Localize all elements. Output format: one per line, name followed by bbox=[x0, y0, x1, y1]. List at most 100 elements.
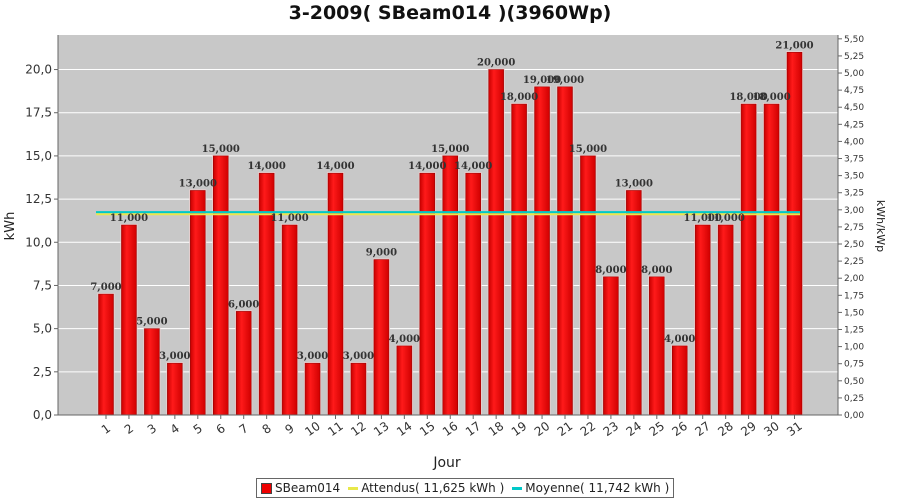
data-label: 15,000 bbox=[431, 144, 469, 155]
x-tick-label: 14 bbox=[394, 419, 415, 439]
x-tick-label: 22 bbox=[578, 419, 599, 439]
y-tick-label: 0,0 bbox=[33, 408, 52, 422]
x-tick-label: 2 bbox=[122, 421, 136, 437]
y-right-tick-label: 0,50 bbox=[844, 377, 864, 387]
x-tick-label: 10 bbox=[302, 419, 323, 439]
y-tick-label: 20,0 bbox=[25, 63, 52, 77]
chart-title: 3-2009( SBeam014 )(3960Wp) bbox=[288, 2, 612, 24]
data-label: 5,000 bbox=[136, 317, 167, 328]
bar bbox=[304, 362, 321, 416]
data-label: 8,000 bbox=[595, 265, 626, 276]
legend-swatch-moyenne bbox=[512, 486, 523, 490]
bar bbox=[144, 328, 160, 416]
data-label: 14,000 bbox=[454, 161, 492, 172]
y-right-tick-label: 0,75 bbox=[844, 360, 864, 370]
y-right-tick-label: 3,75 bbox=[844, 155, 864, 165]
x-tick-label: 27 bbox=[692, 419, 713, 439]
legend-label-attendus: Attendus( 11,625 kWh ) bbox=[361, 481, 505, 495]
x-tick-label: 30 bbox=[761, 419, 782, 439]
bar bbox=[258, 172, 275, 416]
legend-label-series: SBeam014 bbox=[275, 481, 341, 495]
x-tick-label: 6 bbox=[214, 421, 228, 437]
y-right-tick-label: 2,00 bbox=[844, 274, 864, 284]
x-tick-label: 28 bbox=[715, 419, 736, 439]
y-tick-label: 7,5 bbox=[33, 278, 52, 292]
data-label: 19,000 bbox=[523, 75, 561, 86]
x-tick-label: 17 bbox=[463, 419, 484, 439]
y-right-tick-label: 3,00 bbox=[844, 206, 864, 216]
y-right-tick-label: 5,00 bbox=[844, 69, 864, 79]
data-label: 8,000 bbox=[641, 265, 672, 276]
bar bbox=[626, 190, 642, 416]
x-tick-label: 3 bbox=[145, 421, 159, 437]
y-right-tick-label: 1,75 bbox=[844, 291, 864, 301]
bar bbox=[511, 103, 527, 416]
y-tick-label: 17,5 bbox=[25, 106, 52, 120]
legend-swatch-series bbox=[261, 482, 272, 494]
x-tick-label: 4 bbox=[168, 421, 182, 437]
x-tick-label: 13 bbox=[371, 419, 392, 439]
x-axis-label: Jour bbox=[432, 455, 461, 471]
bar bbox=[740, 103, 757, 416]
data-label: 4,000 bbox=[664, 334, 695, 345]
bar bbox=[167, 362, 183, 416]
bar bbox=[281, 224, 298, 416]
data-label: 14,000 bbox=[316, 161, 354, 172]
x-tick-label: 11 bbox=[325, 419, 346, 439]
bar bbox=[419, 172, 436, 416]
x-tick-label: 29 bbox=[738, 419, 759, 439]
x-tick-label: 9 bbox=[282, 421, 296, 437]
bar bbox=[694, 224, 711, 416]
legend-item-moyenne: Moyenne( 11,742 kWh ) bbox=[512, 481, 669, 495]
y-right-tick-label: 1,50 bbox=[844, 308, 864, 318]
data-label: 14,000 bbox=[408, 161, 446, 172]
x-tick-label: 5 bbox=[191, 421, 205, 437]
data-label: 3,000 bbox=[159, 351, 190, 362]
y-right-tick-label: 2,75 bbox=[844, 223, 864, 233]
x-tick-label: 26 bbox=[669, 419, 690, 439]
y-right-tick-label: 0,00 bbox=[844, 411, 864, 421]
data-label: 11,000 bbox=[707, 213, 745, 224]
y-right-tick-label: 5,50 bbox=[844, 35, 864, 45]
y-right-tick-label: 1,00 bbox=[844, 343, 864, 353]
y-axis-right-label: kWh/kWp bbox=[874, 200, 887, 252]
data-label: 13,000 bbox=[179, 178, 217, 189]
x-tick-label: 20 bbox=[532, 419, 553, 439]
bar bbox=[649, 276, 665, 416]
data-label: 21,000 bbox=[775, 40, 813, 51]
x-tick-label: 8 bbox=[260, 421, 274, 437]
y-right-tick-label: 4,50 bbox=[844, 103, 864, 113]
y-right-tick-label: 4,75 bbox=[844, 86, 864, 96]
bar bbox=[717, 224, 734, 416]
bar bbox=[442, 155, 458, 416]
y-right-tick-label: 5,25 bbox=[844, 52, 864, 62]
bar bbox=[235, 311, 252, 416]
bar bbox=[213, 155, 229, 416]
bar bbox=[396, 345, 413, 416]
y-right-tick-label: 1,25 bbox=[844, 326, 864, 336]
legend-item-series: SBeam014 bbox=[261, 481, 340, 495]
x-tick-label: 15 bbox=[417, 419, 438, 439]
x-tick-label: 18 bbox=[486, 419, 507, 439]
x-tick-label: 7 bbox=[237, 421, 251, 437]
data-label: 15,000 bbox=[202, 144, 240, 155]
data-label: 11,000 bbox=[270, 213, 308, 224]
y-right-tick-label: 2,50 bbox=[844, 240, 864, 250]
data-label: 3,000 bbox=[297, 351, 328, 362]
bar bbox=[465, 172, 481, 416]
data-label: 3,000 bbox=[343, 351, 374, 362]
y-right-tick-label: 4,25 bbox=[844, 120, 864, 130]
bar bbox=[580, 155, 596, 416]
x-tick-label: 16 bbox=[440, 419, 461, 439]
y-right-tick-label: 3,50 bbox=[844, 172, 864, 182]
y-tick-label: 2,5 bbox=[33, 365, 52, 379]
bar bbox=[121, 224, 137, 416]
bar bbox=[763, 103, 780, 416]
y-axis-label: kWh bbox=[3, 212, 18, 241]
data-label: 18,000 bbox=[729, 92, 767, 103]
y-right-tick-label: 2,25 bbox=[844, 257, 864, 267]
x-tick-label: 23 bbox=[601, 419, 622, 439]
bar bbox=[190, 190, 206, 416]
data-label: 20,000 bbox=[477, 58, 515, 69]
legend-item-attendus: Attendus( 11,625 kWh ) bbox=[348, 481, 504, 495]
